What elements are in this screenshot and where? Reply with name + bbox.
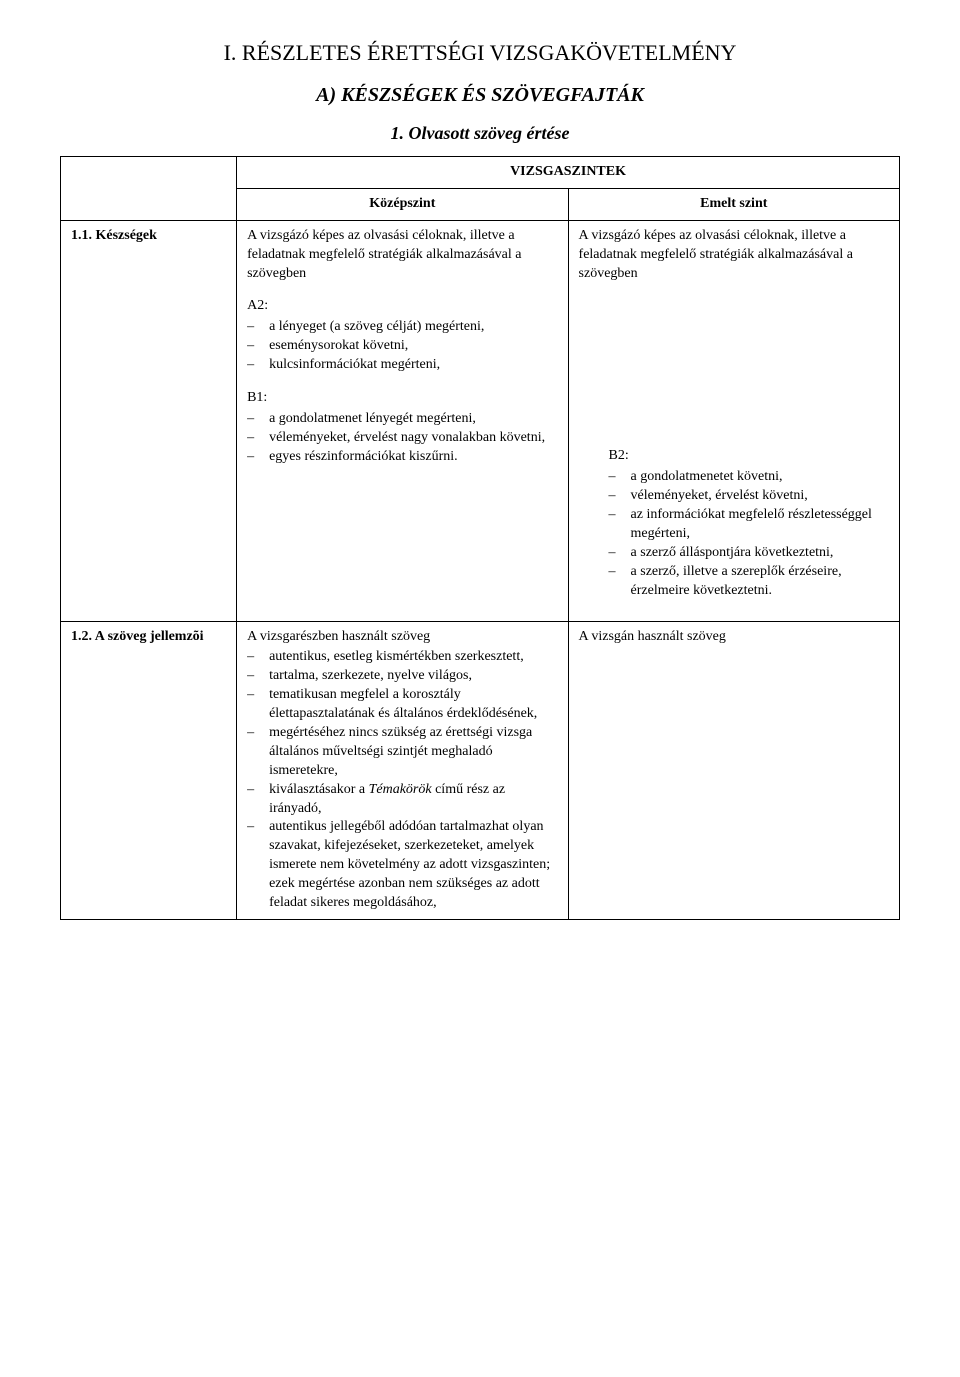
row2-high-intro: A vizsgán használt szöveg xyxy=(579,628,889,647)
row1-high-cell: A vizsgázó képes az olvasási céloknak, i… xyxy=(568,220,899,621)
header-high-level: Emelt szint xyxy=(568,188,899,220)
row-keszsegek: 1.1. Készségek A vizsgázó képes az olvas… xyxy=(61,220,900,621)
row1-label: 1.1. Készségek xyxy=(61,220,237,621)
row2-mid-intro: A vizsgarészben használt szöveg xyxy=(247,628,557,647)
b1-list: a gondolatmenet lényegét megérteni, véle… xyxy=(247,410,557,467)
temakorok-pre: kiválasztásakor a xyxy=(269,782,369,797)
list-item: eseménysorokat követni, xyxy=(247,337,557,356)
list-item: a lényeget (a szöveg célját) megérteni, xyxy=(247,318,557,337)
list-item: a szerző, illetve a szereplők érzéseire,… xyxy=(609,563,889,601)
a2-list: a lényeget (a szöveg célját) megérteni, … xyxy=(247,318,557,375)
section-title: 1. Olvasott szöveg értése xyxy=(60,123,900,144)
list-item: véleményeket, érvelést követni, xyxy=(609,487,889,506)
row1-mid-cell: A vizsgázó képes az olvasási céloknak, i… xyxy=(237,220,568,621)
b2-label: B2: xyxy=(609,447,889,466)
a2-label: A2: xyxy=(247,297,557,316)
list-item: egyes részinformációkat kiszűrni. xyxy=(247,448,557,467)
row-szoveg-jellemzoi: 1.2. A szöveg jellemzõi A vizsgarészben … xyxy=(61,621,900,919)
main-title: I. RÉSZLETES ÉRETTSÉGI VIZSGAKÖVETELMÉNY xyxy=(60,40,900,66)
list-item: autentikus jellegéből adódóan tartalmazh… xyxy=(247,818,557,912)
temakorok-italic: Témakörök xyxy=(369,782,432,797)
requirements-table: VIZSGASZINTEK Középszint Emelt szint 1.1… xyxy=(60,156,900,920)
header-vizsga: VIZSGASZINTEK xyxy=(237,157,900,189)
list-item: autentikus, esetleg kismértékben szerkes… xyxy=(247,648,557,667)
list-item: megértéséhez nincs szükség az érettségi … xyxy=(247,724,557,781)
row2-mid-cell: A vizsgarészben használt szöveg autentik… xyxy=(237,621,568,919)
b1-label: B1: xyxy=(247,389,557,408)
row1-high-intro: A vizsgázó képes az olvasási céloknak, i… xyxy=(579,227,889,284)
list-item: a gondolatmenetet követni, xyxy=(609,468,889,487)
row2-high-cell: A vizsgán használt szöveg xyxy=(568,621,899,919)
sub-title: A) KÉSZSÉGEK ÉS SZÖVEGFAJTÁK xyxy=(60,84,900,107)
row2-mid-list: autentikus, esetleg kismértékben szerkes… xyxy=(247,648,557,912)
list-item: véleményeket, érvelést nagy vonalakban k… xyxy=(247,429,557,448)
list-item: kulcsinformációkat megérteni, xyxy=(247,356,557,375)
list-item: a szerző álláspontjára következtetni, xyxy=(609,544,889,563)
list-item: tartalma, szerkezete, nyelve világos, xyxy=(247,667,557,686)
empty-corner xyxy=(61,157,237,221)
list-item: a gondolatmenet lényegét megérteni, xyxy=(247,410,557,429)
list-item: tematikusan megfelel a korosztály életta… xyxy=(247,686,557,724)
list-item: az információkat megfelelő részletességg… xyxy=(609,506,889,544)
row2-label: 1.2. A szöveg jellemzõi xyxy=(61,621,237,919)
b2-list: a gondolatmenetet követni, véleményeket,… xyxy=(609,468,889,600)
header-mid-level: Középszint xyxy=(237,188,568,220)
row1-mid-intro: A vizsgázó képes az olvasási céloknak, i… xyxy=(247,227,557,284)
list-item-temakorok: kiválasztásakor a Témakörök című rész az… xyxy=(247,781,557,819)
